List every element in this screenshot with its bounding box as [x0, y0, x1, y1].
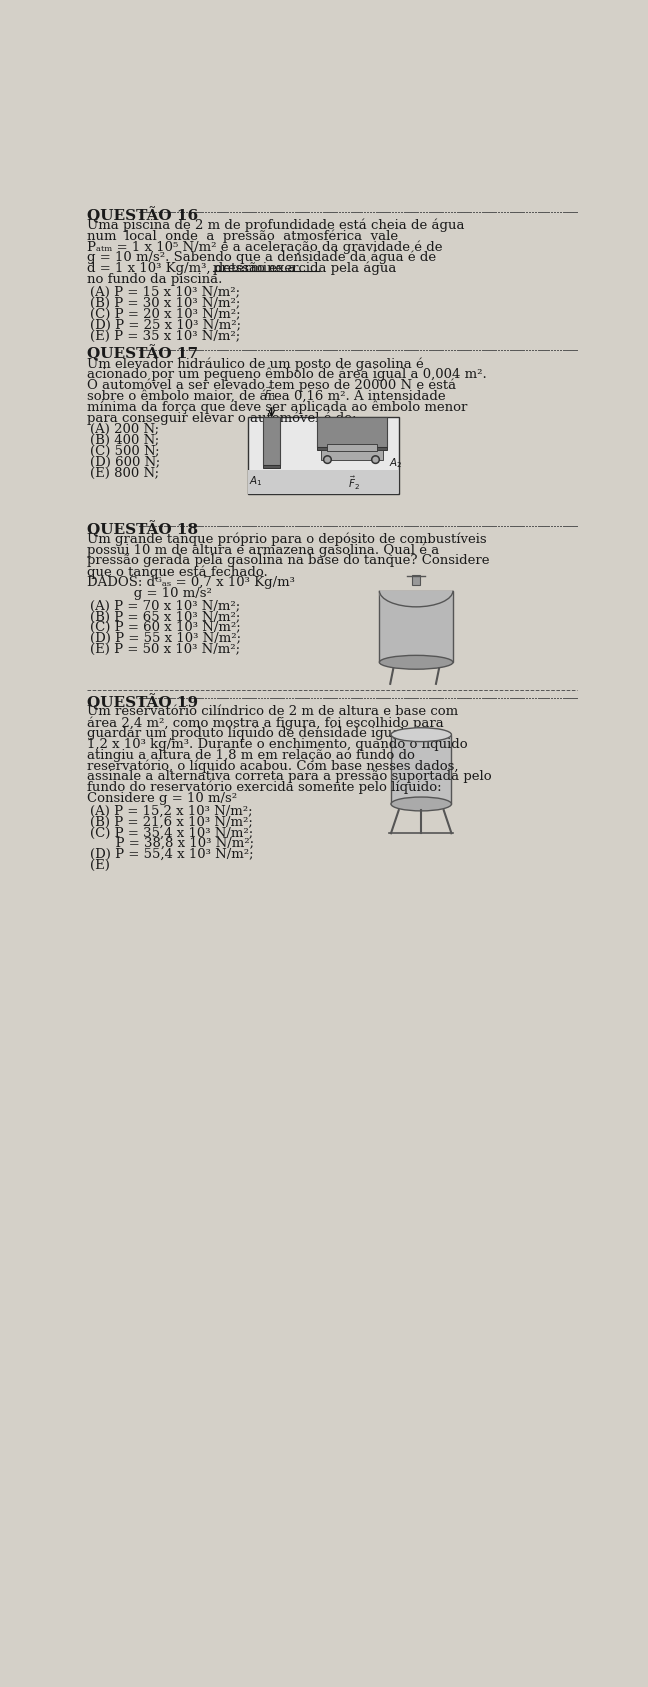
Text: (E) P = 35 x 10³ N/m²;: (E) P = 35 x 10³ N/m²; [90, 329, 240, 342]
Text: área 2,4 m², como mostra a figura, foi escolhido para: área 2,4 m², como mostra a figura, foi e… [87, 717, 444, 730]
Text: fundo do reservatório exercida somente pelo líquido:: fundo do reservatório exercida somente p… [87, 781, 442, 795]
Text: d = 1 x 10³ Kg/m³, determine a: d = 1 x 10³ Kg/m³, determine a [87, 261, 300, 275]
Text: para conseguir elevar o automóvel é de:: para conseguir elevar o automóvel é de: [87, 412, 356, 425]
Text: (E): (E) [90, 859, 110, 872]
Text: sobre o êmbolo maior, de área 0,16 m². A intensidade: sobre o êmbolo maior, de área 0,16 m². A… [87, 390, 446, 403]
Bar [248, 469, 398, 494]
Text: (D) 600 N;: (D) 600 N; [90, 455, 161, 469]
Bar [263, 417, 280, 466]
Circle shape [373, 457, 378, 462]
Circle shape [323, 455, 331, 464]
Text: P = 38,8 x 10³ N/m²;: P = 38,8 x 10³ N/m²; [90, 837, 255, 850]
Text: 1,2 x 10³ kg/m³. Durante o enchimento, quando o líquido: 1,2 x 10³ kg/m³. Durante o enchimento, q… [87, 737, 468, 751]
Text: que o tanque está fechado.: que o tanque está fechado. [87, 565, 268, 579]
Bar [318, 417, 387, 447]
Text: QUESTÃO 18: QUESTÃO 18 [87, 521, 198, 536]
Text: (D) P = 25 x 10³ N/m²;: (D) P = 25 x 10³ N/m²; [90, 319, 242, 332]
Text: $\vec{F}_1$: $\vec{F}_1$ [264, 385, 276, 403]
Text: assinale a alternativa correta para a pressão suportada pelo: assinale a alternativa correta para a pr… [87, 769, 492, 783]
Wedge shape [379, 590, 453, 628]
Text: (B) P = 30 x 10³ N/m²;: (B) P = 30 x 10³ N/m²; [90, 297, 240, 310]
Text: num  local  onde  a  pressão  atmosférica  vale: num local onde a pressão atmosférica val… [87, 229, 399, 243]
Text: Um reservatório cilíndrico de 2 m de altura e base com: Um reservatório cilíndrico de 2 m de alt… [87, 705, 458, 719]
Text: (B) 400 N;: (B) 400 N; [90, 434, 159, 447]
Text: DADOS: dᴳₐₛ = 0,7 x 10³ Kg/m³: DADOS: dᴳₐₛ = 0,7 x 10³ Kg/m³ [87, 575, 295, 589]
Text: atingiu a altura de 1,8 m em relação ao fundo do: atingiu a altura de 1,8 m em relação ao … [87, 749, 415, 761]
Bar [321, 450, 383, 459]
Text: QUESTÃO 16: QUESTÃO 16 [87, 206, 198, 223]
Text: (C) P = 20 x 10³ N/m²;: (C) P = 20 x 10³ N/m²; [90, 309, 241, 321]
Text: (B) P = 21,6 x 10³ N/m²;: (B) P = 21,6 x 10³ N/m²; [90, 815, 253, 828]
Text: QUESTÃO 19: QUESTÃO 19 [87, 693, 198, 710]
Text: g = 10 m/s²: g = 10 m/s² [87, 587, 212, 599]
Text: guardar um produto líquido de densidade igual a: guardar um produto líquido de densidade … [87, 727, 417, 741]
Text: pressão exercida pela água: pressão exercida pela água [213, 261, 397, 275]
Circle shape [325, 457, 330, 462]
Bar [263, 466, 280, 467]
Text: (C) P = 35,4 x 10³ N/m²;: (C) P = 35,4 x 10³ N/m²; [90, 827, 253, 840]
Bar [248, 417, 399, 494]
Text: $A_1$: $A_1$ [249, 474, 263, 488]
Text: (A) P = 15,2 x 10³ N/m²;: (A) P = 15,2 x 10³ N/m²; [90, 805, 253, 818]
Text: (A) P = 70 x 10³ N/m²;: (A) P = 70 x 10³ N/m²; [90, 601, 240, 612]
Text: O automóvel a ser elevado tem peso de 20000 N e está: O automóvel a ser elevado tem peso de 20… [87, 380, 456, 393]
Text: possui 10 m de altura e armazena gasolina. Qual é a: possui 10 m de altura e armazena gasolin… [87, 543, 439, 557]
Text: pressão gerada pela gasolina na base do tanque? Considere: pressão gerada pela gasolina na base do … [87, 555, 490, 567]
Bar [412, 575, 420, 585]
Ellipse shape [391, 727, 452, 742]
Text: (C) 500 N;: (C) 500 N; [90, 445, 160, 457]
Bar [391, 734, 452, 805]
Text: (B) P = 65 x 10³ N/m²;: (B) P = 65 x 10³ N/m²; [90, 611, 240, 624]
Text: QUESTÃO 17: QUESTÃO 17 [87, 344, 198, 361]
Text: (A) P = 15 x 10³ N/m²;: (A) P = 15 x 10³ N/m²; [90, 287, 240, 299]
Text: Um elevador hidráulico de um posto de gasolina é: Um elevador hidráulico de um posto de ga… [87, 358, 424, 371]
Text: Um grande tanque próprio para o depósito de combustíveis: Um grande tanque próprio para o depósito… [87, 533, 487, 547]
Text: (D) P = 55,4 x 10³ N/m²;: (D) P = 55,4 x 10³ N/m²; [90, 849, 254, 860]
Ellipse shape [391, 796, 452, 811]
Text: (E) P = 50 x 10³ N/m²;: (E) P = 50 x 10³ N/m²; [90, 643, 240, 656]
Text: (E) 800 N;: (E) 800 N; [90, 467, 159, 479]
Text: no fundo da piscina.: no fundo da piscina. [87, 273, 222, 285]
Text: $A_2$: $A_2$ [389, 455, 402, 469]
Text: reservatório, o líquido acabou. Com base nesses dados,: reservatório, o líquido acabou. Com base… [87, 759, 459, 773]
Text: acionado por um pequeno êmbolo de área igual a 0,004 m².: acionado por um pequeno êmbolo de área i… [87, 368, 487, 381]
Ellipse shape [379, 655, 453, 670]
Text: g = 10 m/s². Sabendo que a densidade da água é de: g = 10 m/s². Sabendo que a densidade da … [87, 251, 436, 265]
Text: Pₐₜₘ = 1 x 10⁵ N/m² e a aceleração da gravidade é de: Pₐₜₘ = 1 x 10⁵ N/m² e a aceleração da gr… [87, 240, 443, 253]
Text: mínima da força que deve ser aplicada ao êmbolo menor: mínima da força que deve ser aplicada ao… [87, 400, 468, 413]
Text: Uma piscina de 2 m de profundidade está cheia de água: Uma piscina de 2 m de profundidade está … [87, 219, 465, 233]
Bar [327, 444, 377, 450]
Text: (C) P = 60 x 10³ N/m²;: (C) P = 60 x 10³ N/m²; [90, 621, 241, 634]
Bar [379, 590, 453, 663]
Circle shape [371, 455, 379, 464]
Text: (D) P = 55 x 10³ N/m²;: (D) P = 55 x 10³ N/m²; [90, 633, 242, 644]
Text: (A) 200 N;: (A) 200 N; [90, 423, 159, 437]
Text: $\vec{F}_2$: $\vec{F}_2$ [349, 474, 360, 493]
Bar [318, 447, 387, 450]
Text: Considere g = 10 m/s²: Considere g = 10 m/s² [87, 791, 237, 805]
